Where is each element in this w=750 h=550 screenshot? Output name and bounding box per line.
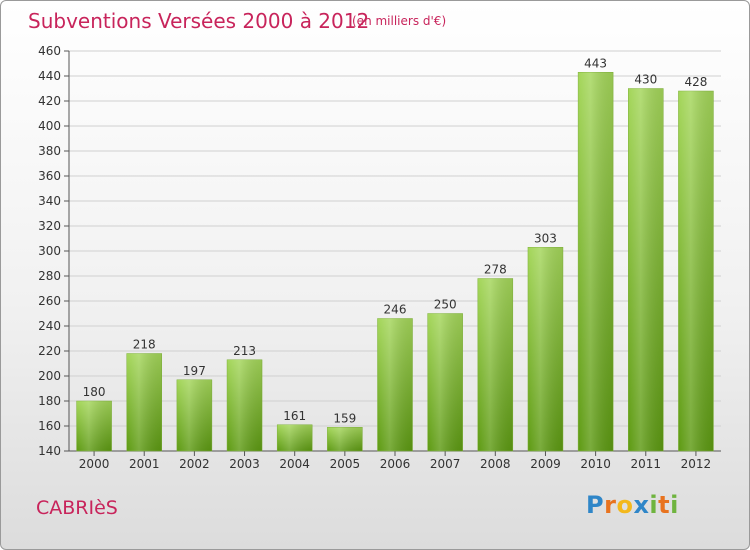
value-label-2005: 159: [333, 411, 356, 425]
y-tick-label: 300: [38, 244, 61, 258]
y-tick-label: 360: [38, 169, 61, 183]
bar-shine-2005: [327, 427, 363, 451]
bar-shine-2003: [227, 359, 263, 451]
commune-name: CABRIèS: [36, 497, 118, 519]
bar-shine-2006: [377, 318, 413, 451]
x-tick-label-2000: 2000: [79, 457, 110, 471]
x-tick-label-2008: 2008: [480, 457, 511, 471]
chart-subtitle: (en milliers d'€): [352, 14, 447, 28]
value-label-2001: 218: [133, 338, 156, 352]
y-tick-label: 200: [38, 369, 61, 383]
y-tick-label: 260: [38, 294, 61, 308]
value-label-2012: 428: [684, 75, 707, 89]
bar-shine-2000: [76, 401, 112, 451]
bar-shine-2011: [628, 88, 664, 451]
y-tick-label: 240: [38, 319, 61, 333]
x-tick-label-2003: 2003: [229, 457, 260, 471]
x-tick-label-2006: 2006: [380, 457, 411, 471]
value-label-2006: 246: [384, 303, 407, 317]
x-tick-label-2005: 2005: [330, 457, 361, 471]
y-tick-label: 400: [38, 119, 61, 133]
bar-shine-2007: [427, 313, 463, 451]
bar-shine-2001: [126, 353, 162, 451]
logo-letter: P: [586, 491, 605, 519]
chart-title: Subventions Versées 2000 à 2012: [28, 9, 370, 33]
value-label-2009: 303: [534, 231, 557, 245]
y-tick-label: 320: [38, 219, 61, 233]
y-tick-label: 440: [38, 69, 61, 83]
bar-shine-2012: [678, 91, 714, 451]
value-label-2002: 197: [183, 364, 206, 378]
y-tick-label: 380: [38, 144, 61, 158]
data-labels: 180 218 197 213 161 159 246 250 278 303 443 430 428: [83, 56, 708, 425]
y-tick-label: 220: [38, 344, 61, 358]
value-label-2000: 180: [83, 385, 106, 399]
x-tick-label-2002: 2002: [179, 457, 210, 471]
logo-letter: o: [616, 491, 634, 519]
bar-shine-2004: [277, 424, 313, 451]
x-tick-label-2010: 2010: [580, 457, 611, 471]
value-label-2010: 443: [584, 56, 607, 70]
x-tick-label-2011: 2011: [630, 457, 661, 471]
logo-letter: i: [670, 491, 679, 519]
logo-letter: x: [633, 491, 650, 519]
y-tick-label: 460: [38, 44, 61, 58]
value-label-2004: 161: [283, 409, 306, 423]
y-tick-label: 180: [38, 394, 61, 408]
y-tick-label: 280: [38, 269, 61, 283]
value-label-2007: 250: [434, 298, 457, 312]
x-tick-label-2009: 2009: [530, 457, 561, 471]
bar-shine-2009: [527, 247, 563, 451]
x-tick-label-2007: 2007: [430, 457, 461, 471]
logo-letter: r: [604, 491, 617, 519]
bar-shine-2002: [176, 379, 212, 451]
x-tick-label-2001: 2001: [129, 457, 160, 471]
logo-letter: i: [649, 491, 659, 519]
proxiti-logo: Proxiti: [586, 491, 679, 519]
bar-shine-2010: [578, 72, 614, 451]
logo-letter: t: [658, 491, 671, 519]
bars: [76, 72, 714, 452]
value-label-2008: 278: [484, 263, 507, 277]
y-tick-label: 420: [38, 94, 61, 108]
value-label-2003: 213: [233, 344, 256, 358]
value-label-2011: 430: [634, 73, 657, 87]
y-tick-label: 140: [38, 444, 61, 458]
bar-shine-2008: [477, 278, 513, 451]
x-tick-label-2012: 2012: [681, 457, 712, 471]
y-tick-label: 340: [38, 194, 61, 208]
x-tick-label-2004: 2004: [279, 457, 310, 471]
y-tick-label: 160: [38, 419, 61, 433]
